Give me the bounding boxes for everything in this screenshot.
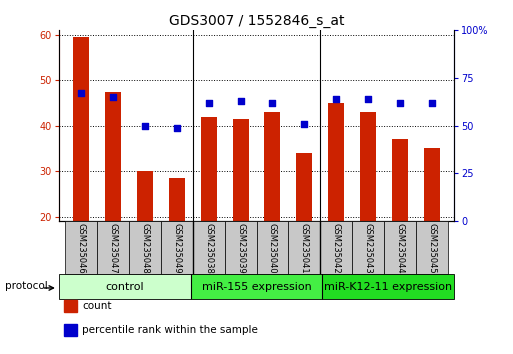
Bar [320, 221, 352, 274]
Text: GSM235047: GSM235047 [109, 223, 117, 274]
Point [364, 96, 372, 102]
Text: GSM235046: GSM235046 [77, 223, 86, 274]
Bar [360, 112, 376, 221]
Bar [65, 221, 97, 274]
Bar [416, 221, 448, 274]
Text: GSM235042: GSM235042 [331, 223, 341, 274]
Bar [193, 221, 225, 274]
Text: GSM235045: GSM235045 [427, 223, 436, 274]
Bar [161, 221, 193, 274]
Point [141, 123, 149, 129]
Bar [328, 103, 344, 221]
Point [268, 100, 277, 105]
Text: miR-K12-11 expression: miR-K12-11 expression [324, 282, 452, 292]
Bar [59, 274, 191, 299]
Bar [129, 221, 161, 274]
Text: GSM235044: GSM235044 [396, 223, 404, 274]
Bar [322, 274, 454, 299]
Text: percentile rank within the sample: percentile rank within the sample [82, 325, 258, 335]
Text: count: count [82, 301, 112, 311]
Point [173, 125, 181, 130]
Text: GSM235041: GSM235041 [300, 223, 309, 274]
Bar [297, 153, 312, 221]
Text: GSM235040: GSM235040 [268, 223, 277, 274]
Text: GSM235049: GSM235049 [172, 223, 182, 274]
Point [396, 100, 404, 105]
Text: GSM235039: GSM235039 [236, 223, 245, 274]
Point [428, 100, 436, 105]
Point [205, 100, 213, 105]
Point [332, 96, 340, 102]
Bar [225, 221, 256, 274]
Bar [352, 221, 384, 274]
Bar [64, 324, 77, 336]
Bar [201, 116, 216, 221]
Text: GSM235043: GSM235043 [364, 223, 372, 274]
Bar [169, 178, 185, 221]
Text: control: control [106, 282, 144, 292]
Bar [232, 119, 248, 221]
Bar [265, 112, 281, 221]
Bar [137, 171, 153, 221]
Bar [105, 92, 121, 221]
Bar [97, 221, 129, 274]
Text: GSM235038: GSM235038 [204, 223, 213, 274]
Title: GDS3007 / 1552846_s_at: GDS3007 / 1552846_s_at [169, 14, 344, 28]
Point [109, 94, 117, 100]
Bar [288, 221, 320, 274]
Point [300, 121, 308, 127]
Bar [191, 274, 322, 299]
Point [77, 90, 85, 96]
Point [236, 98, 245, 104]
Bar [73, 37, 89, 221]
Bar [256, 221, 288, 274]
Bar [392, 139, 408, 221]
Text: protocol: protocol [5, 280, 48, 291]
Text: GSM235048: GSM235048 [141, 223, 149, 274]
Text: miR-155 expression: miR-155 expression [202, 282, 311, 292]
Bar [64, 300, 77, 312]
Bar [384, 221, 416, 274]
Bar [424, 148, 440, 221]
